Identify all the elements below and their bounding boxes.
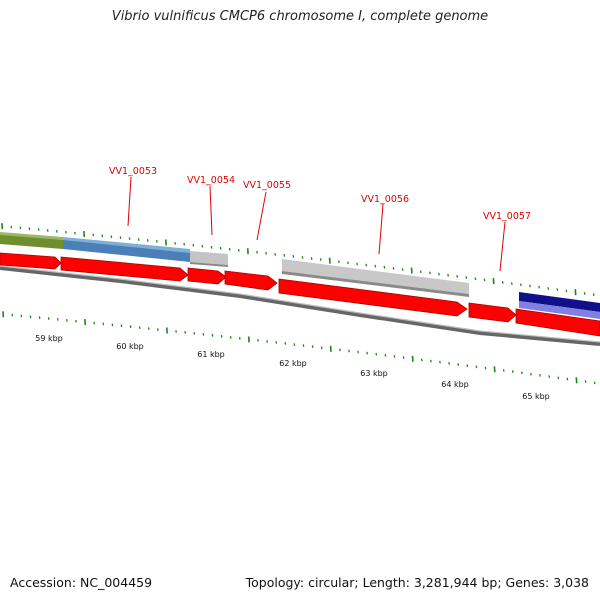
kbp-label: 59 kbp	[35, 334, 63, 343]
accession-label: Accession: NC_004459	[10, 575, 153, 590]
feature-blue-hl	[63, 237, 190, 253]
kbp-label: 64 kbp	[441, 380, 469, 389]
feature-gray-1	[190, 251, 228, 265]
gene-leader-line	[209, 185, 213, 236]
gene-label: VV1_0053	[109, 166, 157, 177]
gene-leader-line	[499, 221, 506, 272]
cds-arrow	[60, 256, 189, 282]
kbp-label: 60 kbp	[116, 342, 144, 351]
feature-violet	[519, 301, 600, 319]
cds-arrow	[224, 270, 278, 291]
backbone-highlight	[0, 265, 600, 343]
gene-label: VV1_0056	[361, 194, 409, 205]
cds-arrow	[187, 267, 227, 285]
kbp-label: 61 kbp	[197, 350, 225, 359]
gene-leader-line	[378, 203, 384, 255]
feature-gray-1-shadow	[190, 262, 228, 267]
tick-row-lower	[2, 311, 596, 385]
cds-track	[0, 252, 600, 337]
backbone-line	[0, 266, 600, 346]
backbone	[0, 265, 600, 346]
feature-gray-2-shadow	[282, 271, 469, 297]
cds-arrow	[0, 252, 62, 270]
kbp-label: 62 kbp	[279, 359, 307, 368]
gene-labels: VV1_0053 VV1_0054 VV1_0055 VV1_0056 VV1_…	[109, 166, 531, 272]
feature-blue	[63, 239, 190, 262]
gene-label: VV1_0055	[243, 180, 291, 191]
kbp-scale: 59 kbp 60 kbp 61 kbp 62 kbp 63 kbp 64 kb…	[35, 334, 550, 401]
cds-arrow	[468, 302, 517, 323]
map-title: Vibrio vulnificus CMCP6 chromosome I, co…	[111, 9, 489, 24]
tick-row-upper	[1, 223, 595, 297]
cds-arrow	[278, 278, 468, 317]
kbp-label: 63 kbp	[360, 369, 388, 378]
cds-arrow	[515, 308, 600, 337]
feature-navy	[519, 292, 600, 312]
gene-leader-line	[256, 191, 267, 241]
topology-label: Topology: circular; Length: 3,281,944 bp…	[245, 575, 589, 590]
feature-track-upper	[0, 232, 600, 319]
feature-gray-2	[282, 259, 469, 294]
feature-olive-hl	[0, 232, 63, 240]
gene-leader-line	[127, 176, 132, 227]
gene-label: VV1_0057	[483, 211, 531, 222]
gene-label: VV1_0054	[187, 175, 235, 186]
kbp-label: 65 kbp	[522, 392, 550, 401]
